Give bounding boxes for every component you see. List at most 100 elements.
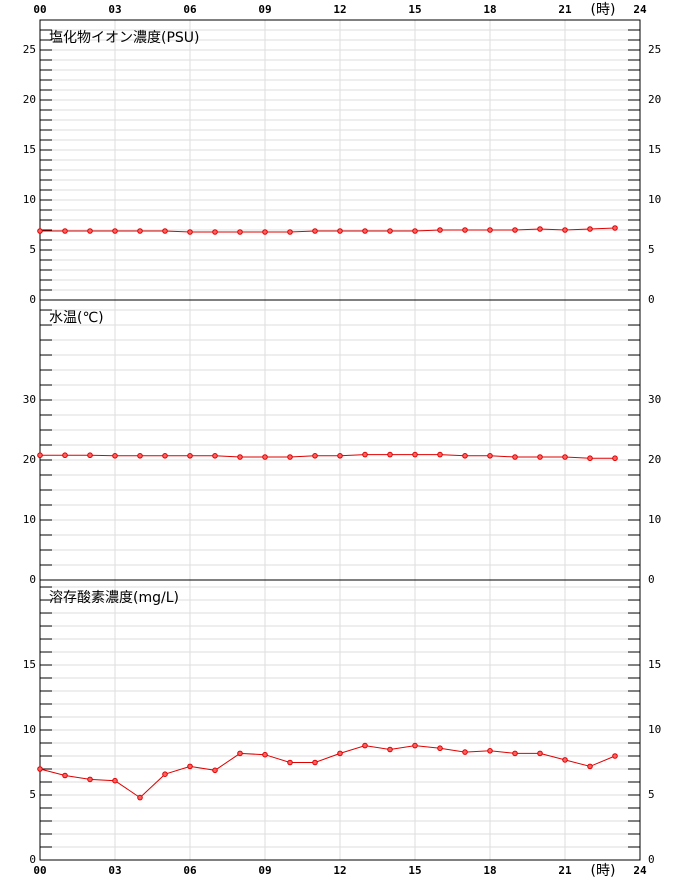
y-tick-label: 10 [23,513,36,526]
data-point [337,453,343,459]
y-tick-label: 0 [29,853,36,866]
data-point [187,229,193,235]
data-point [387,228,393,234]
data-point [337,750,343,757]
data-point [62,452,68,459]
data-point [187,763,193,770]
data-point [537,226,543,232]
y-tick-label: 30 [23,393,36,406]
y-tick-label-right: 0 [648,573,655,586]
data-point [287,759,293,766]
data-point [312,759,318,766]
data-point [37,452,43,459]
data-point [62,228,68,234]
y-tick-label-right: 0 [648,293,655,306]
data-point [612,753,618,759]
data-point [187,453,193,459]
data-point [537,750,543,757]
data-point [562,757,568,763]
data-point [87,776,93,783]
data-point [437,745,443,752]
data-point [612,455,618,462]
data-point [487,227,493,233]
data-point [287,229,293,235]
x-tick-label: 24 [633,3,647,16]
data-point [512,454,518,460]
x-tick-label: 06 [183,864,197,877]
data-point [387,746,393,753]
data-point [62,772,68,779]
data-point [612,225,618,231]
data-point [162,771,168,778]
data-point [362,451,368,458]
data-point [262,229,268,235]
y-tick-label-right: 5 [648,788,655,801]
x-tick-label: 03 [108,864,121,877]
data-point [412,742,418,749]
data-point [162,453,168,459]
y-tick-label-right: 15 [648,143,661,156]
data-point [37,228,43,234]
data-point [312,228,318,234]
y-tick-label-right: 20 [648,93,661,106]
y-tick-label-right: 20 [648,453,661,466]
y-tick-label: 15 [23,658,36,671]
y-tick-label: 0 [29,293,36,306]
data-point [112,777,118,784]
data-point [162,228,168,234]
data-point [137,228,143,234]
x-tick-label: 24 [633,864,647,877]
data-point [237,750,243,757]
panel-title: 水温(℃) [49,310,104,326]
data-line [39,745,616,799]
data-line [40,454,615,459]
data-point [462,453,468,459]
data-point [237,454,243,460]
x-tick-label: 00 [33,3,46,16]
data-point [87,228,93,234]
data-point [587,226,593,232]
data-point [462,227,468,233]
data-point [512,750,518,757]
y-tick-label-right: 0 [648,853,655,866]
y-tick-label-right: 10 [648,193,661,206]
data-point [412,228,418,234]
x-tick-label: 12 [333,3,346,16]
data-point [362,228,368,234]
y-tick-label: 15 [23,143,36,156]
x-tick-label: 03 [108,3,121,16]
data-point [487,453,493,459]
data-point [212,229,218,235]
data-point [587,455,593,462]
data-point [87,452,93,459]
data-point [287,454,293,460]
y-tick-label: 20 [23,453,36,466]
panel-frame [39,579,641,861]
data-point [562,454,568,460]
y-tick-label: 10 [23,193,36,206]
data-point [237,229,243,235]
data-point [337,228,343,234]
data-point [212,453,218,459]
data-point [387,451,393,458]
data-point [112,228,118,234]
data-point [212,767,218,774]
data-point [487,748,493,754]
y-tick-label-right: 30 [648,393,661,406]
data-point [512,227,518,233]
x-tick-label: 12 [333,864,346,877]
x-tick-label: 09 [258,864,271,877]
x-tick-label: 06 [183,3,197,16]
y-tick-label: 5 [29,243,36,256]
y-tick-label: 5 [29,788,36,801]
data-point [137,453,143,459]
x-tick-label: 18 [483,864,496,877]
y-tick-label-right: 10 [648,723,661,736]
x-axis-label: (時) [591,2,616,18]
data-point [562,227,568,233]
y-tick-label-right: 10 [648,513,661,526]
x-tick-label: 21 [558,3,572,16]
data-point [437,451,443,458]
data-point [587,763,593,770]
x-tick-label: 09 [258,3,271,16]
